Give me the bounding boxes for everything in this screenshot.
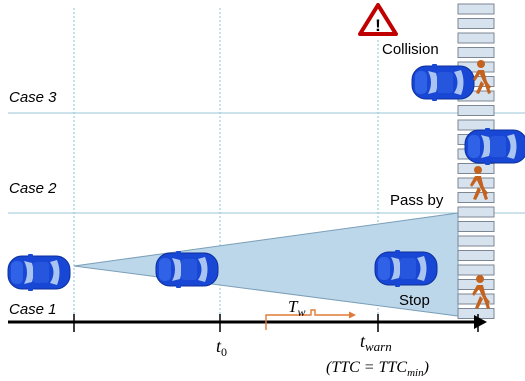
collision-label: Collision	[382, 41, 439, 58]
car-icon	[7, 253, 71, 292]
crosswalk-stripe	[457, 264, 495, 276]
crosswalk-stripe	[457, 235, 495, 247]
crosswalk-stripe	[457, 18, 495, 29]
crosswalk-stripe	[457, 293, 495, 305]
tw-label: Tw	[288, 297, 305, 319]
svg-text:!: !	[375, 16, 381, 35]
car-icon	[464, 127, 525, 166]
car-icon	[411, 63, 475, 102]
pass-by-label: Pass by	[390, 192, 444, 209]
warning-interval	[265, 309, 356, 330]
car-icon	[155, 250, 219, 289]
crosswalk-stripe	[457, 32, 495, 44]
crosswalk-stripe	[457, 47, 495, 58]
crosswalk-stripe	[457, 105, 495, 116]
crosswalk-stripe	[457, 206, 495, 218]
crosswalk-stripe	[457, 221, 495, 232]
case-label-2: Case 2	[9, 180, 57, 197]
car-icon	[374, 249, 438, 288]
crosswalk-stripe	[457, 250, 495, 261]
case-label-3: Case 3	[9, 89, 57, 106]
stop-label: Stop	[399, 292, 430, 309]
ttc-condition-label: (TTC = TTCmin)	[326, 359, 429, 379]
warning-triangle-icon: !	[358, 3, 398, 36]
timeline-axis	[8, 314, 487, 332]
t0-label: t0	[216, 336, 227, 359]
twarn-label: twarn	[360, 331, 392, 354]
crosswalk-stripe	[457, 3, 495, 15]
case-label-1: Case 1	[9, 301, 57, 318]
